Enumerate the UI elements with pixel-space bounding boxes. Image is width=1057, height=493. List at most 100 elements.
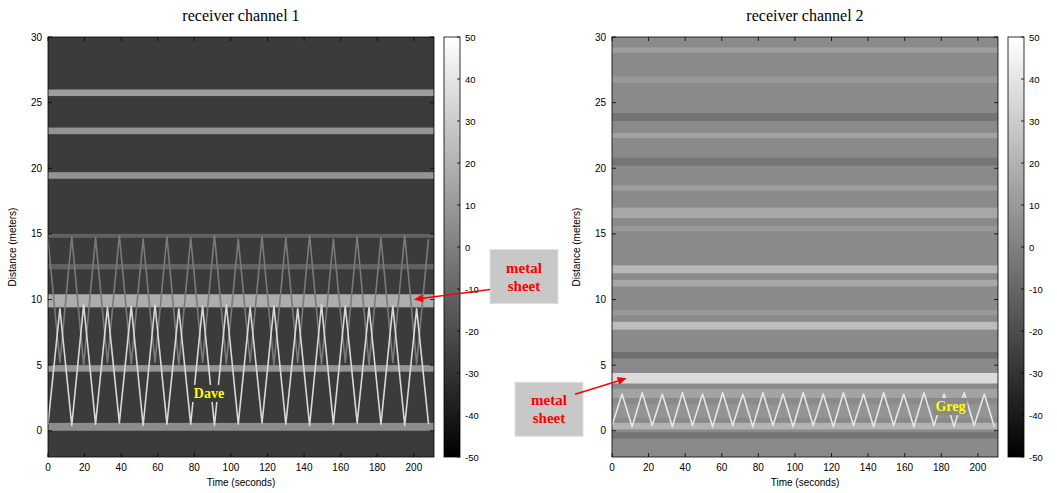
- colorbar-tick: [457, 331, 460, 332]
- heatmap-band: [612, 322, 998, 330]
- x-tick: [868, 453, 869, 457]
- x-tick: [48, 453, 49, 457]
- y-tick: [48, 37, 52, 38]
- x-tick-label: 100: [787, 462, 804, 473]
- colorbar-tick-label: 0: [465, 242, 470, 253]
- y-tick: [994, 233, 998, 234]
- callout-arrowhead: [414, 294, 423, 302]
- heatmap-band: [612, 113, 998, 121]
- x-tick-label: 140: [860, 462, 877, 473]
- y-tick: [994, 102, 998, 103]
- y-tick: [612, 233, 616, 234]
- x-tick: [721, 37, 722, 41]
- colorbar-tick: [457, 205, 460, 206]
- x-tick: [194, 453, 195, 457]
- x-tick: [831, 453, 832, 457]
- colorbar-tick-label: 10: [465, 200, 476, 211]
- x-tick: [685, 453, 686, 457]
- plot-area: [48, 37, 434, 457]
- y-tick: [612, 37, 616, 38]
- heatmap-band: [48, 234, 434, 238]
- x-tick: [904, 37, 905, 41]
- x-tick-label: 40: [116, 462, 128, 473]
- callout: metal sheet: [515, 377, 627, 436]
- y-tick: [612, 299, 616, 300]
- y-tick: [994, 365, 998, 366]
- heatmap-band: [612, 265, 998, 273]
- y-tick-label: 10: [595, 294, 607, 305]
- heatmap-band: [48, 172, 434, 179]
- y-tick: [430, 365, 434, 366]
- heatmap-band: [612, 208, 998, 219]
- trace: [612, 393, 994, 427]
- x-tick: [977, 453, 978, 457]
- colorbar-tick: [1021, 163, 1024, 164]
- colorbar-tick: [457, 373, 460, 374]
- trace-label: Greg: [935, 399, 965, 414]
- page: {"chart_data": [ {"type": "heatmap", "ti…: [0, 0, 1057, 493]
- callout-line: sheet: [533, 410, 566, 426]
- x-tick-label: 160: [332, 462, 349, 473]
- callout-line: sheet: [508, 278, 541, 294]
- colorbar-tick-label: 20: [1029, 158, 1040, 169]
- x-tick: [121, 453, 122, 457]
- heatmap-band: [48, 90, 434, 97]
- x-tick: [377, 37, 378, 41]
- x-tick: [648, 37, 649, 41]
- colorbar-tick: [457, 37, 460, 38]
- colorbar-tick-label: 40: [465, 74, 476, 85]
- x-tick-label: 120: [259, 462, 276, 473]
- heatmap-band: [612, 48, 998, 53]
- x-tick-label: 180: [933, 462, 950, 473]
- x-tick-label: 120: [823, 462, 840, 473]
- colorbar-tick: [1021, 205, 1024, 206]
- x-tick-label: 80: [189, 462, 201, 473]
- y-tick-label: 15: [31, 228, 43, 239]
- x-tick: [194, 37, 195, 41]
- panel: 020406080100120140160180200051015202530r…: [515, 7, 1043, 488]
- y-tick: [430, 430, 434, 431]
- callout-line: metal: [531, 392, 567, 408]
- x-tick-label: 0: [609, 462, 615, 473]
- heatmap-band: [612, 373, 998, 384]
- y-tick-label: 25: [31, 97, 43, 108]
- x-tick: [831, 37, 832, 41]
- y-tick: [612, 430, 616, 431]
- x-tick: [340, 37, 341, 41]
- y-tick-label: 0: [600, 425, 606, 436]
- x-tick: [304, 453, 305, 457]
- x-tick: [121, 37, 122, 41]
- x-tick: [84, 453, 85, 457]
- x-tick-label: 80: [753, 462, 765, 473]
- colorbar-tick-label: 50: [465, 32, 476, 43]
- x-tick-label: 20: [643, 462, 655, 473]
- heatmap-band: [612, 280, 998, 287]
- colorbar-tick: [457, 457, 460, 458]
- y-tick: [612, 168, 616, 169]
- x-axis-label: Time (seconds): [207, 477, 276, 488]
- label-patch: [933, 398, 967, 415]
- colorbar-tick-label: -50: [1029, 452, 1043, 463]
- x-tick: [413, 453, 414, 457]
- y-tick: [48, 299, 52, 300]
- y-tick-label: 20: [595, 163, 607, 174]
- y-tick: [48, 102, 52, 103]
- y-tick-label: 25: [595, 97, 607, 108]
- colorbar-tick: [1021, 79, 1024, 80]
- x-tick: [868, 37, 869, 41]
- heatmap-band: [48, 128, 434, 135]
- y-tick: [430, 168, 434, 169]
- colorbar-tick-label: 20: [465, 158, 476, 169]
- y-tick-label: 30: [595, 32, 607, 43]
- colorbar-tick: [457, 247, 460, 248]
- heatmap-band: [612, 432, 998, 439]
- x-tick: [84, 37, 85, 41]
- colorbar-tick: [457, 289, 460, 290]
- y-tick: [612, 365, 616, 366]
- callout-arrowhead: [617, 377, 627, 385]
- heatmap-band: [612, 133, 998, 138]
- y-tick: [48, 365, 52, 366]
- colorbar-tick-label: -20: [465, 326, 479, 337]
- colorbar-tick-label: -30: [465, 368, 479, 379]
- x-tick-label: 100: [223, 462, 240, 473]
